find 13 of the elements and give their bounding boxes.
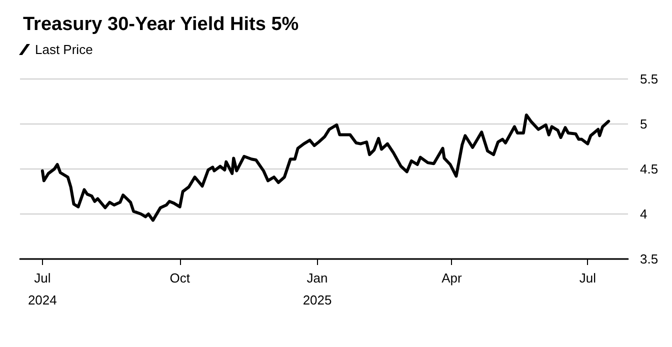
y-tick-label: 4.5 [640, 162, 658, 176]
y-tick-label: 4 [640, 206, 648, 222]
y-tick-label: 5 [640, 116, 648, 132]
x-tick-label: Jan 2025 [302, 270, 332, 308]
line-series [40, 114, 610, 222]
x-tick-label: Jul 2024 [28, 270, 57, 308]
legend-label: Last Price [35, 42, 93, 57]
chart-title: Treasury 30-Year Yield Hits 5% [23, 14, 299, 35]
x-tick-label: Jul [579, 270, 596, 286]
y-tick-label: 5.5 [640, 72, 658, 86]
x-tick-label: Apr [442, 270, 463, 286]
y-tick-label: 3.5 [640, 252, 658, 266]
x-tick-label: Oct [170, 270, 190, 286]
